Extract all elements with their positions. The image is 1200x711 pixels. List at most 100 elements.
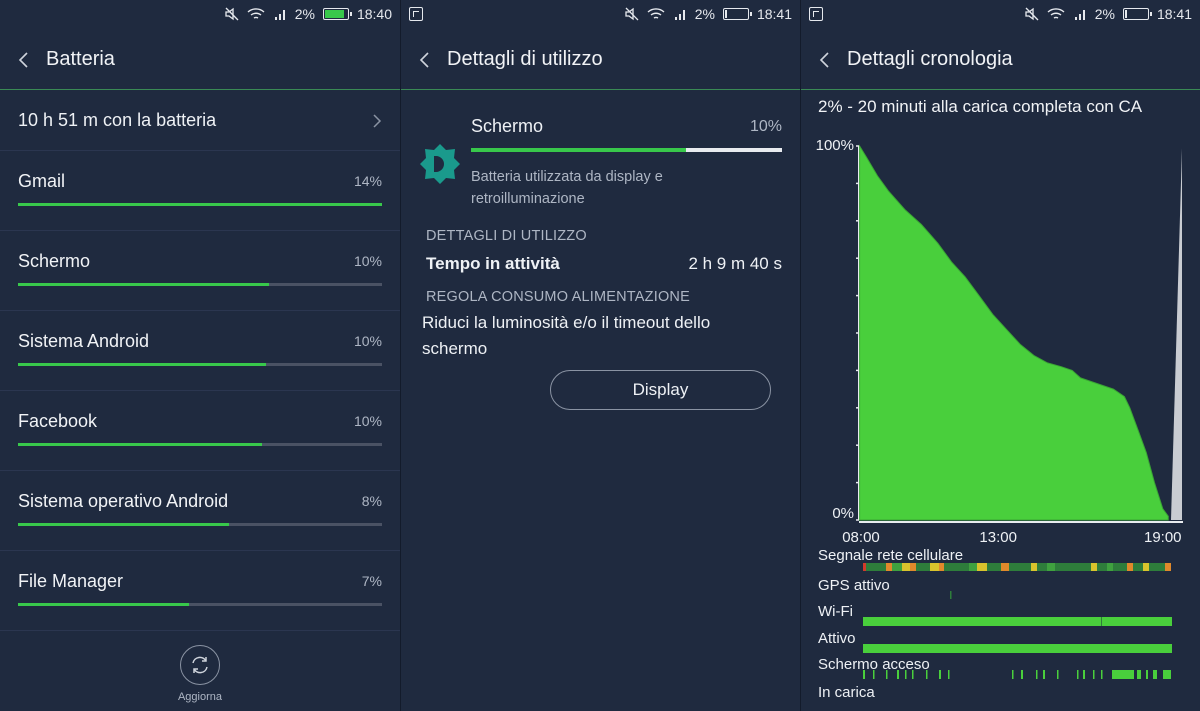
wifi-gap — [1101, 617, 1102, 626]
signal-segment — [892, 563, 902, 571]
app-percent: 7% — [361, 573, 382, 589]
app-percent: 8% — [361, 493, 382, 509]
screen-on-segment — [873, 670, 875, 679]
active-time-value: 2 h 9 m 40 s — [688, 254, 782, 273]
app-usage-bar-fill — [18, 443, 262, 446]
app-name: Sistema operativo Android — [18, 491, 229, 511]
screen-on-segment — [1112, 670, 1134, 679]
app-usage-row[interactable]: File Manager 7% — [0, 551, 400, 631]
app-usage-row[interactable]: Gmail 14% — [0, 151, 400, 231]
app-percent: 14% — [353, 173, 382, 189]
signal-segment — [969, 563, 977, 571]
display-settings-button[interactable]: Display — [550, 370, 771, 410]
signal-segment — [1055, 563, 1091, 571]
back-button[interactable] — [401, 30, 447, 90]
charging-spike-area — [1171, 148, 1182, 520]
usage-details-screen: 2% 18:41 Dettagli di utilizzo Schermo 10… — [401, 0, 800, 711]
wifi-icon — [1047, 7, 1065, 21]
usage-section-header: DETTAGLI DI UTILIZZO — [426, 228, 587, 244]
signal-segment — [1091, 563, 1097, 571]
app-usage-row[interactable]: Sistema operativo Android 8% — [0, 471, 400, 551]
signal-segment — [944, 563, 969, 571]
back-button[interactable] — [801, 30, 847, 90]
battery-screen: 2% 18:40 Batteria 10 h 51 m con la batte… — [0, 0, 400, 711]
power-section-header: REGOLA CONSUMO ALIMENTAZIONE — [426, 289, 690, 305]
screen-on-segment — [1021, 670, 1023, 679]
signal-segment — [1127, 563, 1133, 571]
app-name: Schermo — [18, 251, 91, 271]
refresh-button[interactable] — [180, 645, 220, 685]
app-usage-bar — [18, 363, 382, 366]
page-title: Batteria — [46, 48, 115, 70]
signal-icon — [273, 7, 287, 21]
history-details-screen: 2% 18:41 Dettagli cronologia 2% - 20 min… — [801, 0, 1200, 711]
screen-on-segment — [897, 670, 899, 679]
page-title: Dettagli cronologia — [847, 48, 1013, 70]
screenshot-icon — [409, 7, 423, 21]
battery-level-area — [859, 144, 1169, 521]
timeline-row-label: In carica — [818, 684, 875, 701]
header: Batteria — [0, 30, 400, 90]
battery-duration-row[interactable]: 10 h 51 m con la batteria — [0, 91, 400, 151]
signal-segment — [1037, 563, 1047, 571]
mute-icon — [225, 7, 239, 21]
screen-on-segment — [926, 670, 928, 679]
app-percent: 10% — [353, 253, 382, 269]
screen-on-segment — [1137, 670, 1141, 679]
app-percent: 10% — [353, 413, 382, 429]
header: Dettagli cronologia — [801, 30, 1200, 90]
app-usage-bar — [18, 603, 382, 606]
signal-segment — [1097, 563, 1107, 571]
clock: 18:40 — [356, 6, 392, 22]
signal-segment — [916, 563, 930, 571]
battery-icon-fill — [724, 10, 727, 18]
app-usage-row[interactable]: Facebook 10% — [0, 391, 400, 471]
back-button[interactable] — [0, 30, 46, 90]
battery-icon-fill — [1124, 10, 1127, 18]
signal-segment — [902, 563, 910, 571]
battery-icon — [322, 8, 352, 20]
screen-on-segment — [1083, 670, 1085, 679]
app-usage-bar — [18, 203, 382, 206]
signal-segment — [1133, 563, 1143, 571]
signal-segment — [1047, 563, 1055, 571]
battery-icon — [722, 8, 752, 20]
signal-segment — [1149, 563, 1165, 571]
app-name: Facebook — [18, 411, 98, 431]
signal-segment — [1165, 563, 1171, 571]
screen-on-segment — [1012, 670, 1014, 679]
header: Dettagli di utilizzo — [401, 30, 800, 90]
app-usage-row[interactable]: Schermo 10% — [0, 231, 400, 311]
signal-icon — [1073, 7, 1087, 21]
timeline-row-label: Wi-Fi — [818, 603, 853, 620]
battery-percent: 2% — [294, 6, 315, 22]
mute-icon — [1025, 7, 1039, 21]
refresh-control[interactable]: Aggiorna — [0, 645, 400, 703]
timeline-row-label: Schermo acceso — [818, 656, 930, 673]
status-bar: 2% 18:40 — [0, 0, 400, 30]
usage-item-bar-fill — [471, 148, 686, 152]
screen-on-segment — [1043, 670, 1045, 679]
panel-divider — [800, 0, 801, 711]
signal-segment — [1107, 563, 1113, 571]
y-tick-label: 100% — [816, 137, 854, 154]
battery-icon-fill — [324, 10, 344, 18]
app-usage-bar-fill — [18, 203, 382, 206]
timeline-row-label: GPS attivo — [818, 577, 890, 594]
screen-on-segment — [912, 670, 914, 679]
app-usage-bar-fill — [18, 283, 270, 286]
screen-on-segment — [939, 670, 941, 679]
signal-segment — [866, 563, 886, 571]
wifi-icon — [247, 7, 265, 21]
refresh-label: Aggiorna — [177, 691, 223, 703]
app-usage-row[interactable]: Sistema Android 10% — [0, 311, 400, 391]
status-bar: 2% 18:41 — [801, 0, 1200, 30]
chevron-left-icon — [18, 51, 28, 68]
signal-segment — [930, 563, 939, 571]
wifi-icon — [647, 7, 665, 21]
app-usage-bar-fill — [18, 363, 266, 366]
app-usage-list: 10 h 51 m con la batteria Gmail 14% Scherm… — [0, 91, 400, 631]
chevron-left-icon — [419, 51, 429, 68]
screen-on-segment — [863, 670, 865, 679]
app-usage-bar-fill — [18, 603, 190, 606]
